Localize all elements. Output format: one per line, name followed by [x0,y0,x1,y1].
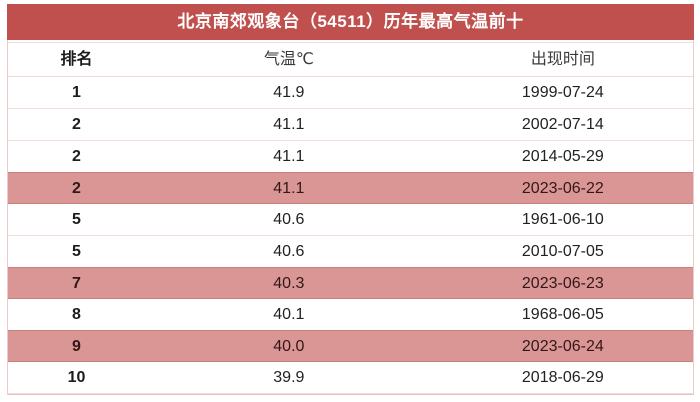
rank-cell: 2 [72,116,81,133]
table-row: 10 39.9 2018-06-29 [8,362,693,394]
column-header-rank: 排名 [60,51,93,68]
rank-cell: 5 [72,211,81,228]
temperature-cell: 41.9 [273,84,305,101]
date-cell: 1999-07-24 [521,84,604,101]
temperature-ranking-table: 北京南郊观象台（54511）历年最高气温前十 排名 气温℃ 出现时间 1 41.… [7,4,694,395]
table-row: 8 40.1 1968-06-05 [8,299,693,331]
rank-cell: 5 [72,243,81,260]
temperature-cell: 40.0 [273,338,305,355]
table-title: 北京南郊观象台（54511）历年最高气温前十 [7,4,694,40]
table-row: 2 41.1 2002-07-14 [8,109,693,141]
date-cell: 1961-06-10 [521,211,604,228]
column-header-date: 出现时间 [530,51,595,68]
table-row-highlighted: 7 40.3 2023-06-23 [8,267,693,299]
date-cell: 2023-06-22 [521,180,604,197]
date-cell: 2018-06-29 [521,369,604,386]
table-row-highlighted: 2 41.1 2023-06-22 [8,172,693,204]
date-cell: 2010-07-05 [521,243,604,260]
date-cell: 2023-06-24 [521,338,604,355]
temperature-cell: 40.6 [273,211,305,228]
temperature-cell: 41.1 [273,148,305,165]
date-cell: 1968-06-05 [521,306,604,323]
table-row: 5 40.6 2010-07-05 [8,236,693,268]
date-cell: 2002-07-14 [521,116,604,133]
table-row-highlighted: 9 40.0 2023-06-24 [8,330,693,362]
rank-cell: 2 [72,180,81,197]
column-header-temperature: 气温℃ [263,51,314,68]
table-header-row: 排名 气温℃ 出现时间 [8,40,693,77]
temperature-cell: 39.9 [273,369,305,386]
temperature-cell: 41.1 [273,116,305,133]
table-row: 1 41.9 1999-07-24 [8,77,693,109]
rank-cell: 1 [72,84,81,101]
temperature-cell: 41.1 [273,180,305,197]
rank-cell: 9 [72,338,81,355]
rank-cell: 7 [72,275,81,292]
temperature-cell: 40.1 [273,306,305,323]
table-row: 5 40.6 1961-06-10 [8,204,693,236]
table-row: 2 41.1 2014-05-29 [8,141,693,173]
date-cell: 2014-05-29 [521,148,604,165]
date-cell: 2023-06-23 [521,275,604,292]
temperature-cell: 40.3 [273,275,305,292]
rank-cell: 10 [67,369,86,386]
rank-cell: 2 [72,148,81,165]
temperature-cell: 40.6 [273,243,305,260]
rank-cell: 8 [72,306,81,323]
